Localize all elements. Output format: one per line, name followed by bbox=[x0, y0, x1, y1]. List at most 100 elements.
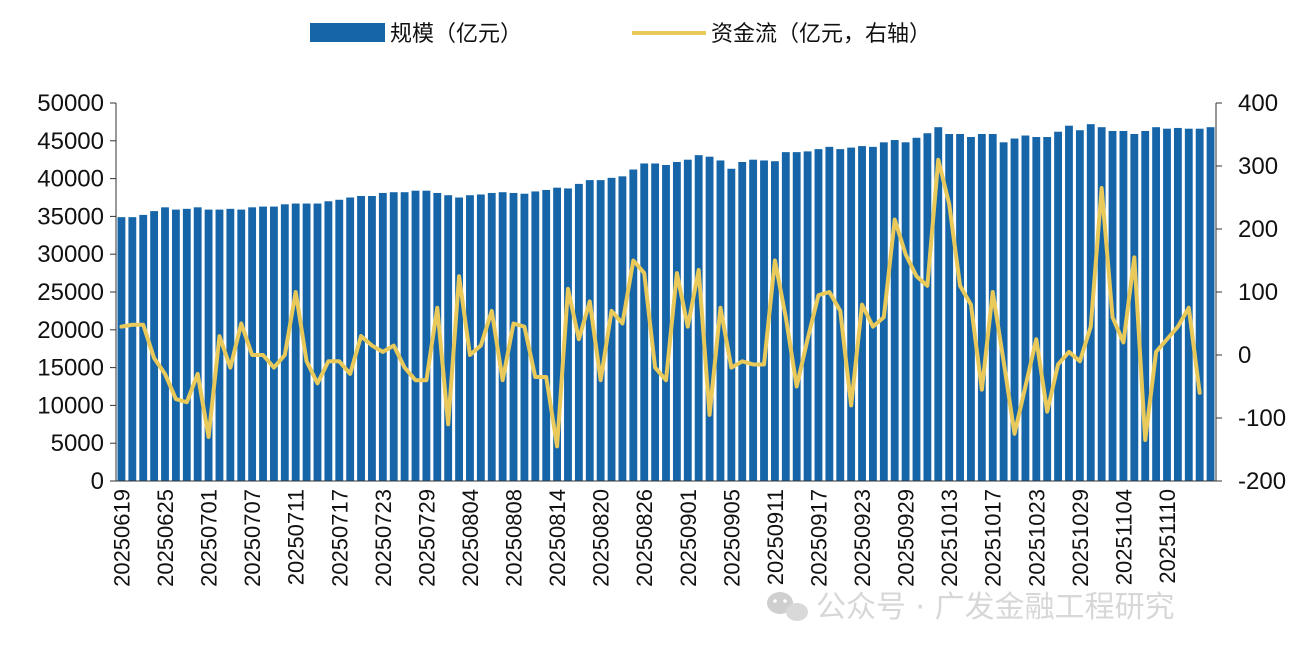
bar bbox=[803, 151, 812, 481]
bar bbox=[662, 164, 670, 482]
bar bbox=[1097, 127, 1106, 481]
bar bbox=[901, 142, 910, 481]
bar bbox=[466, 195, 474, 482]
bar bbox=[825, 146, 834, 481]
bar bbox=[629, 169, 638, 481]
fund-flow-line bbox=[119, 157, 1202, 449]
bar bbox=[553, 187, 562, 482]
bar bbox=[1119, 130, 1128, 481]
bar bbox=[444, 195, 453, 482]
legend-bar-swatch bbox=[310, 23, 385, 42]
x-tick-label: 20250625 bbox=[153, 489, 178, 587]
x-tick-label: 20250826 bbox=[632, 489, 657, 587]
bar bbox=[727, 168, 736, 481]
bar bbox=[585, 180, 594, 482]
bar bbox=[1075, 130, 1084, 481]
x-tick-label: 20250911 bbox=[763, 489, 788, 585]
x-tick-label: 20250820 bbox=[589, 489, 614, 587]
bar bbox=[1152, 127, 1161, 481]
bar bbox=[270, 206, 278, 481]
x-tick-label: 20250808 bbox=[502, 489, 527, 587]
y-tick-label-left: 25000 bbox=[37, 279, 104, 306]
x-tick-label: 20250905 bbox=[719, 489, 744, 587]
bar bbox=[259, 206, 267, 481]
y-axis-left-ticks: 0 5000 10000 15000 20000 25000 30000 35000 40000… bbox=[37, 90, 116, 495]
bar bbox=[1010, 138, 1019, 481]
x-tick-label: 20251023 bbox=[1024, 489, 1049, 587]
y-tick-label-right: 300 bbox=[1238, 153, 1278, 180]
y-tick-label-right: 100 bbox=[1238, 279, 1278, 306]
watermark: 公众号 · 广发金融工程研究 bbox=[767, 590, 1175, 625]
bar bbox=[738, 161, 747, 481]
bar bbox=[422, 190, 431, 481]
bar bbox=[1141, 130, 1150, 481]
bar bbox=[204, 209, 213, 481]
y-tick-label-left: 15000 bbox=[37, 355, 104, 382]
bar bbox=[509, 192, 518, 481]
y-tick-label-right: 400 bbox=[1238, 90, 1278, 117]
bar bbox=[378, 192, 387, 481]
x-tick-label: 20251110 bbox=[1155, 489, 1180, 584]
bar bbox=[945, 134, 954, 481]
x-tick-label: 20251104 bbox=[1111, 489, 1136, 585]
bar bbox=[182, 208, 191, 481]
y-tick-label-left: 40000 bbox=[37, 166, 104, 193]
bar-series bbox=[117, 124, 1215, 482]
bar bbox=[1173, 127, 1182, 481]
bar bbox=[193, 207, 202, 481]
x-tick-label: 20250707 bbox=[240, 489, 265, 587]
bar bbox=[869, 146, 877, 481]
bar bbox=[1184, 128, 1193, 481]
bar bbox=[934, 127, 943, 481]
bar bbox=[455, 197, 463, 481]
bar bbox=[912, 137, 921, 481]
x-tick-label: 20251017 bbox=[981, 489, 1006, 587]
bar bbox=[531, 191, 540, 481]
bar bbox=[302, 203, 311, 482]
y-tick-label-left: 35000 bbox=[37, 203, 104, 230]
x-tick-label: 20250814 bbox=[545, 489, 570, 587]
x-tick-label: 20250701 bbox=[197, 489, 222, 587]
y-axis-right-ticks: -200 -100 0 100 200 300 400 bbox=[1216, 90, 1286, 495]
bar bbox=[1065, 125, 1073, 482]
bar bbox=[1032, 137, 1041, 481]
x-tick-label: 20250804 bbox=[458, 489, 483, 587]
x-tick-label: 20250901 bbox=[676, 489, 701, 587]
bar bbox=[890, 140, 899, 482]
bar bbox=[596, 180, 605, 482]
x-tick-label: 20250929 bbox=[894, 489, 919, 587]
y-tick-label-right: -100 bbox=[1238, 405, 1286, 432]
x-tick-label: 20250923 bbox=[850, 489, 875, 587]
bar bbox=[487, 192, 496, 481]
bar bbox=[335, 199, 344, 481]
bar bbox=[814, 149, 823, 481]
y-tick-label-right: -200 bbox=[1238, 468, 1286, 495]
bar bbox=[1043, 137, 1052, 481]
bar bbox=[640, 163, 649, 482]
bar bbox=[999, 142, 1008, 481]
bar bbox=[171, 209, 180, 481]
y-tick-label-right: 200 bbox=[1238, 216, 1278, 243]
y-tick-label-left: 20000 bbox=[37, 317, 104, 344]
x-tick-label: 20251029 bbox=[1068, 489, 1093, 587]
bar bbox=[400, 192, 409, 481]
bar bbox=[542, 189, 551, 481]
bar bbox=[956, 134, 964, 481]
bar bbox=[705, 156, 714, 481]
legend-bar-label: 规模（亿元） bbox=[390, 22, 522, 47]
x-tick-label: 20251013 bbox=[937, 489, 962, 587]
bar bbox=[248, 207, 257, 481]
y-tick-label-left: 50000 bbox=[37, 90, 104, 117]
watermark-text: 公众号 · 广发金融工程研究 bbox=[816, 590, 1175, 625]
bar bbox=[651, 163, 660, 482]
legend: 规模（亿元） 资金流（亿元，右轴） bbox=[310, 22, 931, 47]
bar bbox=[324, 201, 333, 481]
bar bbox=[694, 155, 703, 481]
bar bbox=[1130, 134, 1139, 481]
bar bbox=[291, 203, 300, 482]
bar bbox=[368, 195, 376, 482]
bar bbox=[564, 188, 572, 481]
y-tick-label-left: 5000 bbox=[51, 430, 104, 457]
bar bbox=[520, 193, 529, 481]
